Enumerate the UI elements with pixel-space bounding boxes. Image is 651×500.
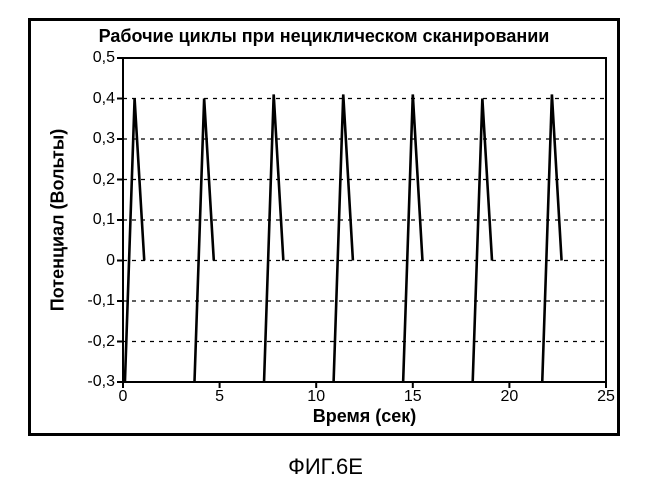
x-tick-label: 20 (500, 389, 518, 405)
y-tick-label: 0 (73, 253, 115, 269)
y-tick-label: 0,3 (73, 131, 115, 147)
x-tick-label: 10 (307, 389, 325, 405)
y-axis-label: Потенциал (Вольты) (48, 129, 69, 311)
x-tick-label: 0 (119, 389, 128, 405)
y-tick-label: -0,3 (73, 374, 115, 390)
x-axis-label: Время (сек) (313, 406, 417, 427)
y-tick-label: 0,1 (73, 212, 115, 228)
y-tick-label: -0,2 (73, 334, 115, 350)
chart-plot-area (123, 58, 606, 382)
x-tick-label: 5 (215, 389, 224, 405)
y-tick-label: 0,5 (73, 50, 115, 66)
x-tick-label: 15 (404, 389, 422, 405)
y-tick-label: -0,1 (73, 293, 115, 309)
x-tick-label: 25 (597, 389, 615, 405)
figure-caption: ФИГ.6E (288, 454, 363, 480)
y-tick-label: 0,2 (73, 172, 115, 188)
y-tick-label: 0,4 (73, 91, 115, 107)
chart-title: Рабочие циклы при нециклическом сканиров… (28, 26, 620, 47)
figure-page: Рабочие циклы при нециклическом сканиров… (0, 0, 651, 500)
